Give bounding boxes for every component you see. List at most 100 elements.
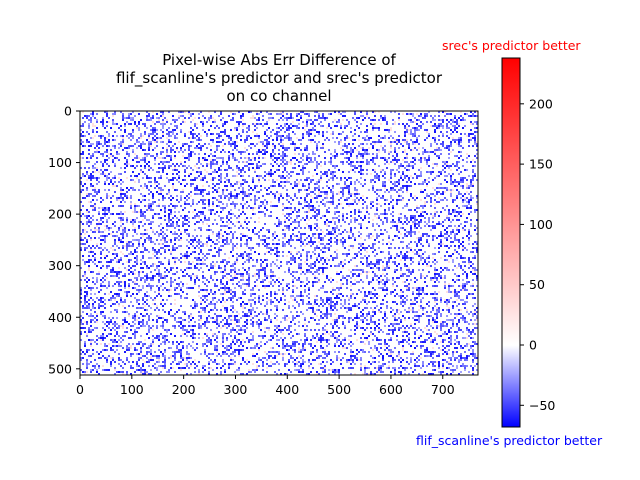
heatmap-pixel (314, 129, 316, 131)
heatmap-pixel (462, 159, 464, 161)
heatmap-pixel (472, 133, 474, 135)
heatmap-pixel (344, 183, 346, 185)
heatmap-pixel (438, 197, 440, 199)
heatmap-pixel (374, 215, 376, 217)
heatmap-pixel (208, 199, 210, 201)
heatmap-pixel (462, 247, 464, 249)
heatmap-pixel (458, 213, 460, 215)
heatmap-pixel (166, 133, 168, 135)
heatmap-pixel (242, 151, 244, 153)
heatmap-pixel (468, 193, 470, 195)
heatmap-pixel (296, 113, 298, 115)
heatmap-pixel (364, 149, 366, 151)
heatmap-pixel (128, 145, 130, 147)
heatmap-pixel (362, 245, 364, 247)
heatmap-pixel (282, 175, 284, 177)
heatmap-pixel (408, 133, 410, 135)
heatmap-pixel (198, 259, 200, 261)
heatmap-pixel (400, 163, 402, 165)
heatmap-pixel (448, 167, 450, 169)
heatmap-pixel (284, 131, 286, 133)
heatmap-pixel (92, 123, 94, 125)
heatmap-pixel (118, 127, 120, 129)
heatmap-pixel (450, 237, 452, 239)
heatmap-pixel (176, 195, 178, 197)
heatmap-pixel (408, 209, 410, 211)
heatmap-pixel (280, 129, 282, 131)
heatmap-pixel (460, 137, 462, 139)
heatmap-pixel (474, 115, 476, 117)
heatmap-pixel (160, 253, 162, 255)
heatmap-pixel (414, 133, 416, 135)
heatmap-pixel (266, 145, 268, 147)
heatmap-pixel (200, 211, 202, 213)
heatmap-pixel (182, 221, 184, 223)
heatmap-pixel (420, 127, 422, 129)
heatmap-pixel (238, 187, 240, 189)
heatmap-pixel (132, 187, 134, 189)
heatmap-pixel (428, 219, 430, 221)
heatmap-pixel (238, 169, 240, 171)
heatmap-pixel (334, 233, 336, 235)
heatmap-pixel (158, 199, 160, 201)
heatmap-pixel (430, 151, 432, 153)
heatmap-pixel (398, 199, 400, 201)
heatmap-pixel (232, 265, 234, 267)
heatmap-pixel (394, 225, 396, 227)
heatmap-pixel (94, 171, 96, 173)
heatmap-pixel (152, 263, 154, 265)
heatmap-pixel (248, 257, 250, 259)
heatmap-pixel (156, 121, 158, 123)
heatmap-pixel (458, 207, 460, 209)
heatmap-pixel (284, 147, 286, 149)
heatmap-pixel (116, 253, 118, 255)
heatmap-pixel (202, 185, 204, 187)
heatmap-pixel (274, 161, 276, 163)
heatmap-pixel (372, 223, 374, 225)
heatmap-pixel (204, 143, 206, 145)
heatmap-pixel (210, 167, 212, 169)
heatmap-pixel (344, 177, 346, 179)
heatmap-pixel (292, 239, 294, 241)
heatmap-pixel (406, 219, 408, 221)
heatmap-pixel (424, 201, 426, 203)
heatmap-pixel (406, 189, 408, 191)
heatmap-pixel (206, 165, 208, 167)
heatmap-pixel (328, 231, 330, 233)
heatmap-pixel (262, 201, 264, 203)
heatmap-pixel (350, 181, 352, 183)
heatmap-pixel (96, 131, 98, 133)
heatmap-pixel (340, 127, 342, 129)
heatmap-pixel (454, 129, 456, 131)
heatmap-pixel (216, 147, 218, 149)
heatmap-pixel (204, 177, 206, 179)
heatmap-pixel (458, 239, 460, 241)
heatmap-pixel (222, 193, 224, 195)
heatmap-pixel (288, 215, 290, 217)
heatmap-pixel (470, 251, 472, 253)
heatmap-pixel (236, 183, 238, 185)
heatmap-pixel (234, 245, 236, 247)
heatmap-pixel (384, 119, 386, 121)
heatmap-pixel (86, 223, 88, 225)
heatmap-pixel (354, 119, 356, 121)
heatmap-pixel (376, 203, 378, 205)
heatmap-pixel (384, 157, 386, 159)
heatmap-pixel (134, 239, 136, 241)
heatmap-pixel (324, 245, 326, 247)
heatmap-pixel (180, 183, 182, 185)
heatmap-pixel (280, 177, 282, 179)
heatmap-pixel (264, 259, 266, 261)
heatmap-pixel (170, 147, 172, 149)
heatmap-pixel (450, 233, 452, 235)
heatmap-pixel (462, 187, 464, 189)
heatmap-pixel (372, 169, 374, 171)
heatmap-pixel (154, 179, 156, 181)
heatmap-pixel (94, 257, 96, 259)
heatmap-pixel (402, 247, 404, 249)
heatmap-pixel (310, 129, 312, 131)
heatmap-pixel (136, 259, 138, 261)
heatmap-pixel (88, 153, 90, 155)
heatmap-pixel (476, 247, 478, 249)
heatmap-pixel (106, 255, 108, 257)
